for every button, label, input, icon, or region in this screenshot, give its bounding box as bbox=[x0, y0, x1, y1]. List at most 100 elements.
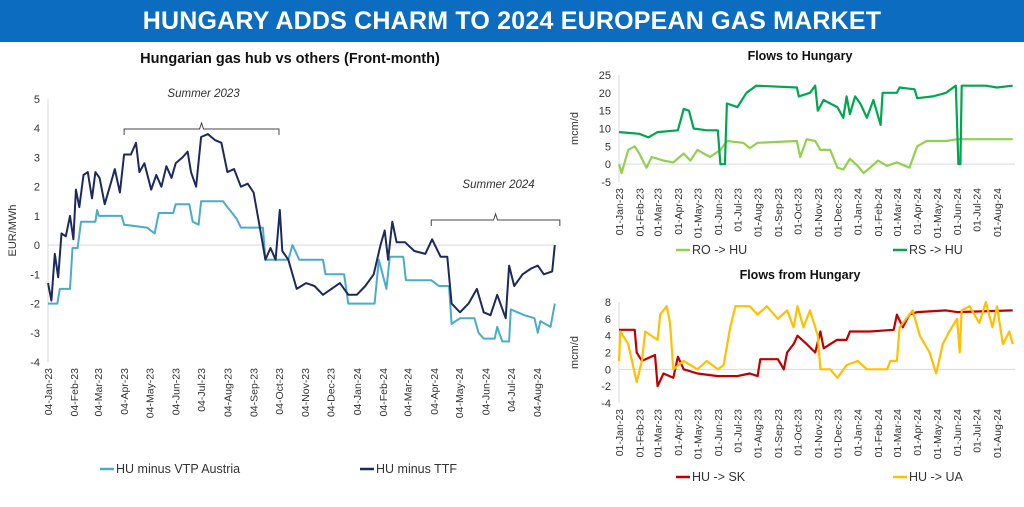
chart-title: Flows to Hungary bbox=[748, 49, 853, 63]
x-tick-label: 01-Oct-23 bbox=[793, 409, 805, 456]
chart-title: Hungarian gas hub vs others (Front-month… bbox=[140, 51, 440, 67]
x-tick-label: 01-Jun-23 bbox=[713, 188, 725, 235]
x-tick-label: 01-Jun-24 bbox=[952, 409, 964, 456]
x-tick-label: 04-May-24 bbox=[454, 368, 466, 418]
y-tick-label: 15 bbox=[599, 106, 611, 118]
x-tick-label: 01-Apr-23 bbox=[673, 409, 685, 456]
x-tick-label: 01-Jan-24 bbox=[853, 188, 865, 235]
chart-title: Flows from Hungary bbox=[740, 268, 861, 282]
legend-label: RO -> HU bbox=[692, 243, 747, 257]
chart-from: Flows from Hungarymcm/d86420-2-401-Jan-2… bbox=[569, 268, 1015, 484]
y-tick-label: 2 bbox=[605, 348, 611, 360]
series-line-1 bbox=[47, 133, 556, 320]
series-line-0 bbox=[619, 309, 1013, 388]
y-tick-label: -2 bbox=[30, 299, 40, 311]
y-tick-label: 4 bbox=[605, 331, 611, 343]
y-axis-label: EUR/MWh bbox=[7, 205, 19, 257]
y-tick-label: -4 bbox=[601, 398, 611, 410]
x-tick-label: 01-Sep-23 bbox=[773, 409, 785, 458]
series-line-1 bbox=[618, 84, 1013, 166]
x-tick-label: 01-Nov-23 bbox=[813, 188, 825, 237]
x-tick-label: 04-Feb-23 bbox=[69, 368, 81, 417]
banner-title: HUNGARY ADDS CHARM TO 2024 EUROPEAN GAS … bbox=[0, 0, 1024, 42]
x-tick-label: 01-Jan-23 bbox=[614, 188, 626, 235]
chart-to: Flows to Hungarymcm/d2520151050-501-Jan-… bbox=[569, 49, 1015, 257]
x-tick-label: 01-Aug-23 bbox=[753, 188, 765, 237]
brace-marker bbox=[430, 212, 561, 226]
y-tick-label: 6 bbox=[605, 314, 611, 326]
x-tick-label: 01-Jul-24 bbox=[972, 409, 984, 453]
x-tick-label: 04-Mar-23 bbox=[93, 368, 105, 417]
y-tick-label: -2 bbox=[601, 381, 611, 393]
x-tick-label: 01-Jul-24 bbox=[972, 188, 984, 232]
y-tick-label: 1 bbox=[34, 211, 40, 223]
legend-label: HU minus VTP Austria bbox=[116, 462, 240, 476]
chart-hub: Hungarian gas hub vs others (Front-month… bbox=[7, 51, 561, 476]
x-tick-label: 01-Feb-24 bbox=[873, 188, 885, 237]
x-tick-label: 01-Jan-23 bbox=[614, 409, 626, 456]
y-tick-label: -1 bbox=[30, 269, 40, 281]
x-tick-label: 01-Jul-23 bbox=[732, 188, 744, 232]
series-line-0 bbox=[617, 138, 1013, 175]
y-tick-label: 20 bbox=[599, 88, 611, 100]
legend-label: HU -> UA bbox=[909, 470, 963, 484]
legend-label: HU minus TTF bbox=[376, 462, 457, 476]
y-tick-label: 10 bbox=[599, 124, 611, 136]
brace-marker bbox=[123, 121, 280, 135]
x-tick-label: 04-Jan-24 bbox=[352, 368, 364, 415]
x-tick-label: 04-Feb-24 bbox=[378, 368, 390, 417]
y-tick-label: -4 bbox=[30, 357, 40, 369]
x-tick-label: 01-Oct-23 bbox=[793, 188, 805, 235]
annotation-label: Summer 2023 bbox=[167, 88, 240, 100]
x-tick-label: 01-May-23 bbox=[692, 188, 704, 238]
x-tick-label: 01-Apr-23 bbox=[673, 188, 685, 235]
x-tick-label: 04-Dec-23 bbox=[326, 368, 338, 417]
x-tick-label: 01-Feb-24 bbox=[873, 409, 885, 458]
x-tick-label: 01-May-23 bbox=[692, 409, 704, 459]
x-tick-label: 04-Sep-23 bbox=[249, 368, 261, 417]
y-tick-label: 4 bbox=[34, 123, 40, 135]
series-line-1 bbox=[617, 300, 1014, 384]
x-tick-label: 01-Dec-23 bbox=[832, 409, 844, 458]
x-tick-label: 01-Mar-23 bbox=[653, 188, 665, 237]
x-tick-label: 01-Aug-24 bbox=[992, 188, 1004, 237]
x-tick-label: 01-Dec-23 bbox=[832, 188, 844, 237]
y-axis-label: mcm/d bbox=[569, 112, 581, 145]
x-tick-label: 04-Oct-23 bbox=[274, 368, 286, 415]
x-tick-label: 01-Mar-24 bbox=[892, 188, 904, 237]
x-tick-label: 04-Nov-23 bbox=[300, 368, 312, 417]
x-tick-label: 04-Aug-23 bbox=[222, 368, 234, 417]
x-tick-label: 01-May-24 bbox=[932, 409, 944, 459]
x-tick-label: 04-Jul-24 bbox=[506, 368, 518, 412]
x-tick-label: 01-Feb-23 bbox=[634, 409, 646, 458]
x-tick-label: 01-Mar-23 bbox=[653, 409, 665, 458]
x-tick-label: 01-Aug-24 bbox=[992, 409, 1004, 458]
annotation-label: Summer 2024 bbox=[462, 179, 534, 191]
y-tick-label: 5 bbox=[34, 94, 40, 106]
y-tick-label: 0 bbox=[605, 159, 611, 171]
x-tick-label: 01-May-24 bbox=[932, 188, 944, 238]
y-tick-label: 0 bbox=[605, 364, 611, 376]
x-tick-label: 01-Nov-23 bbox=[813, 409, 825, 458]
x-tick-label: 01-Jun-24 bbox=[952, 188, 964, 235]
x-tick-label: 01-Feb-23 bbox=[634, 188, 646, 237]
y-axis-label: mcm/d bbox=[569, 336, 581, 369]
x-tick-label: 04-May-23 bbox=[145, 368, 157, 418]
legend-label: HU -> SK bbox=[692, 470, 746, 484]
x-tick-label: 01-Sep-23 bbox=[773, 188, 785, 237]
x-tick-label: 04-Mar-24 bbox=[403, 368, 415, 417]
x-tick-label: 01-Apr-24 bbox=[912, 188, 924, 235]
x-tick-label: 04-Apr-23 bbox=[119, 368, 131, 415]
x-tick-label: 01-Mar-24 bbox=[892, 409, 904, 458]
x-tick-label: 04-Jun-24 bbox=[480, 368, 492, 415]
y-tick-label: 3 bbox=[34, 152, 40, 164]
x-tick-label: 01-Jan-24 bbox=[853, 409, 865, 456]
x-tick-label: 04-Jan-23 bbox=[43, 368, 55, 415]
y-tick-label: 5 bbox=[605, 141, 611, 153]
x-tick-label: 01-Apr-24 bbox=[912, 409, 924, 456]
y-tick-label: -3 bbox=[30, 328, 40, 340]
legend-label: RS -> HU bbox=[909, 243, 963, 257]
y-tick-label: 8 bbox=[605, 297, 611, 309]
x-tick-label: 04-Jul-23 bbox=[196, 368, 208, 412]
